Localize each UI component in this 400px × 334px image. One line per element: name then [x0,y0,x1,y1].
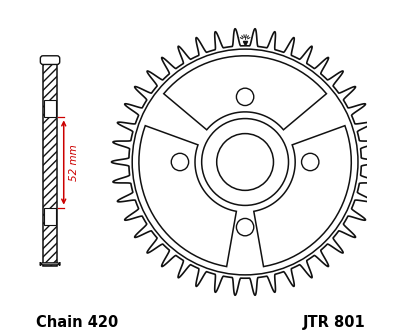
Polygon shape [254,126,351,267]
FancyBboxPatch shape [40,56,60,64]
Text: 10.5: 10.5 [274,89,295,113]
Text: JTR 801: JTR 801 [302,315,365,330]
Text: 52 mm: 52 mm [69,144,79,181]
Polygon shape [44,207,56,225]
Circle shape [236,218,254,236]
Circle shape [132,49,358,275]
Circle shape [202,119,288,205]
Circle shape [171,153,189,171]
Circle shape [302,153,319,171]
FancyBboxPatch shape [40,262,60,266]
Polygon shape [164,56,326,130]
Polygon shape [43,58,57,266]
Text: Chain 420: Chain 420 [36,315,118,330]
Text: 68 mm: 68 mm [228,180,269,193]
Circle shape [217,134,274,190]
Polygon shape [44,100,56,118]
Polygon shape [139,126,236,267]
Text: 8.5: 8.5 [186,119,205,136]
Polygon shape [112,29,379,295]
Circle shape [236,88,254,106]
